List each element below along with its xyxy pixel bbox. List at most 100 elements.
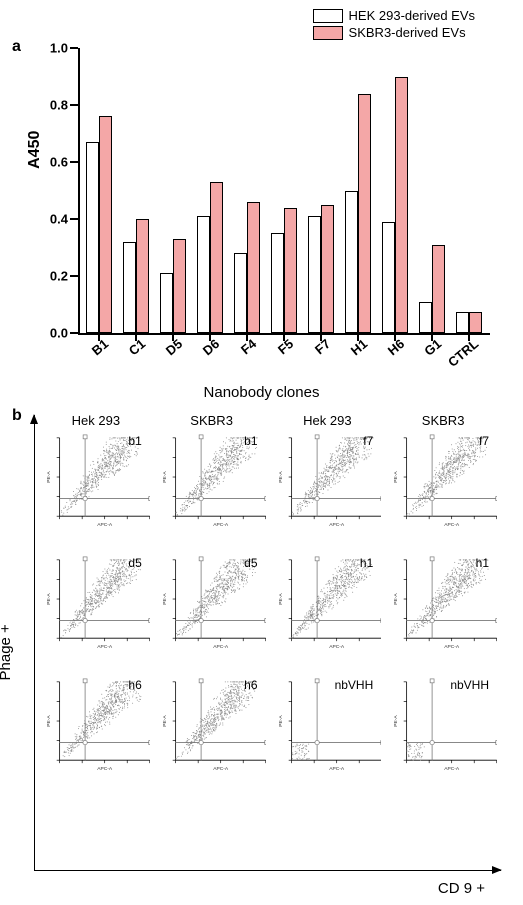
column-header: Hek 293 <box>42 413 150 428</box>
svg-text:APC-A: APC-A <box>329 644 345 650</box>
y-tick <box>70 161 78 163</box>
bar <box>308 216 321 333</box>
x-tick-label: G1 <box>421 336 444 359</box>
bar <box>136 219 149 333</box>
x-tick-label: F4 <box>238 336 259 357</box>
bar <box>247 202 260 333</box>
svg-text:APC-A: APC-A <box>213 522 229 528</box>
bar <box>345 191 358 334</box>
x-tick-label: D6 <box>200 336 222 358</box>
bar <box>197 216 210 333</box>
svg-text:PE-A: PE-A <box>162 593 168 605</box>
chart-plot-area: 0.00.20.40.60.81.0B1C1D5D6F4F5F7H1H6G1CT… <box>78 48 490 335</box>
bar <box>86 142 99 333</box>
bar <box>469 312 482 333</box>
svg-text:APC-A: APC-A <box>329 522 345 528</box>
flow-scatter-plot: APC-A PE-A f7 <box>274 430 382 528</box>
y-tick-label: 0.6 <box>50 155 68 170</box>
y-tick-label: 0.4 <box>50 212 68 227</box>
legend: HEK 293-derived EVs SKBR3-derived EVs <box>313 8 475 42</box>
x-tick-label: H1 <box>348 336 370 358</box>
bar <box>321 205 334 333</box>
bar <box>210 182 223 333</box>
bar <box>395 77 408 334</box>
bar <box>419 302 432 333</box>
svg-text:PE-A: PE-A <box>46 471 52 483</box>
flow-scatter-plot: APC-APE-Ad5 <box>42 552 150 650</box>
y-tick <box>70 104 78 106</box>
legend-swatch-skbr3 <box>313 26 343 40</box>
bar <box>284 208 297 333</box>
bar <box>160 273 173 333</box>
svg-text:PE-A: PE-A <box>46 593 52 605</box>
y-tick <box>70 275 78 277</box>
scatter-label: h6 <box>128 678 141 692</box>
y-tick <box>70 47 78 49</box>
column-header: Hek 293 <box>274 413 382 428</box>
legend-item: HEK 293-derived EVs <box>313 8 475 23</box>
bar <box>173 239 186 333</box>
bar <box>382 222 395 333</box>
scatter-label: h1 <box>360 556 373 570</box>
x-axis-arrow <box>34 870 501 871</box>
flow-scatter-plot: APC-APE-Ah1 <box>389 552 497 650</box>
y-tick <box>70 218 78 220</box>
flow-scatter-plot: APC-A PE-A f7 <box>389 430 497 528</box>
svg-text:APC-A: APC-A <box>213 644 229 650</box>
flow-scatter-plot: APC-APE-Ah6 <box>42 674 150 772</box>
y-tick-label: 1.0 <box>50 41 68 56</box>
svg-text:PE-A: PE-A <box>277 471 283 483</box>
x-tick-label: H6 <box>385 336 407 358</box>
flow-scatter-plot: APC-A PE-A d5 <box>158 552 266 650</box>
scatter-label: nbVHH <box>335 678 374 692</box>
panel-b: b Phage + CD 9 + Hek 293SKBR3Hek 293SKBR… <box>8 407 515 897</box>
scatter-label: f7 <box>363 434 373 448</box>
flow-scatter-plot: APC-APE-AnbVHH <box>389 674 497 772</box>
scatter-label: f7 <box>479 434 489 448</box>
flow-scatter-plot: APC-APE-AnbVHH <box>274 674 382 772</box>
legend-swatch-hek <box>313 9 343 23</box>
panel-a: a HEK 293-derived EVs SKBR3-derived EVs … <box>8 8 515 403</box>
svg-text:PE-A: PE-A <box>162 471 168 483</box>
y-tick-label: 0.0 <box>50 326 68 341</box>
panel-a-label: a <box>12 38 21 56</box>
bar <box>358 94 371 333</box>
flow-scatter-plot: APC-A PE-A b1 <box>42 430 150 528</box>
scatter-label: b1 <box>128 434 141 448</box>
y-tick-label: 0.2 <box>50 269 68 284</box>
column-header: SKBR3 <box>158 413 266 428</box>
scatter-label: h1 <box>476 556 489 570</box>
svg-text:PE-A: PE-A <box>393 471 399 483</box>
x-tick-label: CTRL <box>445 336 481 370</box>
scatter-label: nbVHH <box>450 678 489 692</box>
x-tick-label: F7 <box>312 336 333 357</box>
y-tick <box>70 332 78 334</box>
legend-label: SKBR3-derived EVs <box>349 25 466 40</box>
x-tick-label: F5 <box>275 336 296 357</box>
legend-item: SKBR3-derived EVs <box>313 25 475 40</box>
svg-text:APC-A: APC-A <box>97 644 113 650</box>
panel-b-y-label: Phage + <box>0 624 14 680</box>
panel-b-x-label: CD 9 + <box>438 880 485 897</box>
x-axis-label: Nanobody clones <box>8 384 515 401</box>
svg-text:APC-A: APC-A <box>444 522 460 528</box>
bar <box>123 242 136 333</box>
flow-scatter-plot: APC-APE-Ah6 <box>158 674 266 772</box>
column-header: SKBR3 <box>389 413 497 428</box>
x-tick-label: D5 <box>163 336 185 358</box>
svg-text:PE-A: PE-A <box>277 593 283 605</box>
panel-b-label: b <box>12 407 22 425</box>
bar <box>99 116 112 333</box>
legend-label: HEK 293-derived EVs <box>349 8 475 23</box>
scatter-label: b1 <box>244 434 257 448</box>
bar <box>456 312 469 333</box>
flow-scatter-plot: APC-A PE-A b1 <box>158 430 266 528</box>
bar <box>271 233 284 333</box>
scatter-label: d5 <box>244 556 257 570</box>
x-tick-label: C1 <box>126 336 148 358</box>
svg-text:APC-A: APC-A <box>97 522 113 528</box>
x-tick-label: B1 <box>89 336 111 358</box>
bar <box>432 245 445 333</box>
flow-scatter-plot: APC-A PE-A h1 <box>274 552 382 650</box>
y-tick-label: 0.8 <box>50 98 68 113</box>
